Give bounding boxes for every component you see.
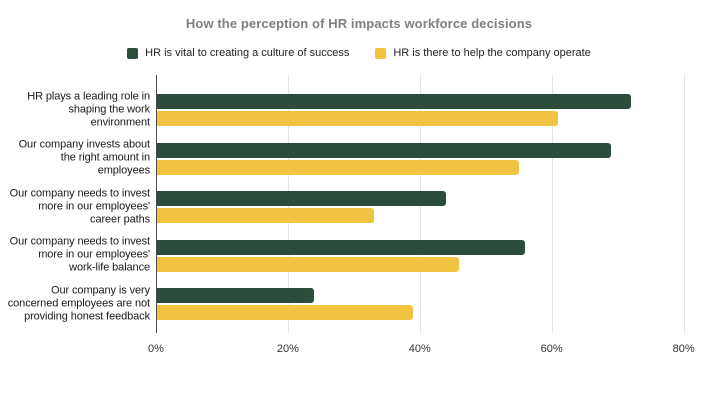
chart-bar (157, 256, 460, 272)
category-label: HR plays a leading role in shaping the w… (27, 90, 150, 128)
legend-label: HR is there to help the company operate (393, 47, 591, 59)
x-axis-line (156, 75, 157, 333)
plot-area: 0% 20% 40% 60% 80% (148, 75, 710, 355)
category-labels: HR plays a leading role in shaping the w… (0, 0, 150, 400)
chart-title: How the perception of HR impacts workfor… (185, 16, 533, 31)
x-tick-label: 80% (672, 343, 695, 355)
chart-bar (157, 191, 447, 207)
legend-swatch-green-icon (127, 47, 139, 59)
gridline (551, 75, 553, 333)
legend-swatch-yellow-icon (375, 47, 387, 59)
chart-bar (157, 111, 559, 126)
legend-item-vital[interactable]: HR is vital to creating a culture of suc… (127, 47, 349, 59)
legend: HR is vital to creating a culture of suc… (0, 47, 718, 59)
category-label: Our company invests about the right amou… (18, 138, 151, 177)
chart-bar (157, 159, 519, 175)
gridline (683, 75, 685, 333)
x-tick-label: 40% (408, 343, 431, 355)
category-label: Our company needs to invest more in our … (9, 187, 150, 226)
chart-bar (157, 305, 414, 321)
x-tick-label: 60% (540, 343, 563, 355)
category-label: Our company needs to invest more in our … (9, 235, 150, 274)
x-tick-label: 20% (276, 343, 299, 355)
chart-bar (157, 208, 374, 224)
legend-label: HR is vital to creating a culture of suc… (145, 47, 350, 59)
x-tick-label: 0% (148, 343, 164, 355)
chart-bar (157, 239, 526, 255)
category-label: Our company is very concerned employees … (7, 284, 150, 323)
chart-bar (157, 94, 631, 109)
legend-item-operate[interactable]: HR is there to help the company operate (375, 47, 591, 59)
chart-bar (157, 288, 315, 304)
chart-bar (157, 142, 612, 158)
